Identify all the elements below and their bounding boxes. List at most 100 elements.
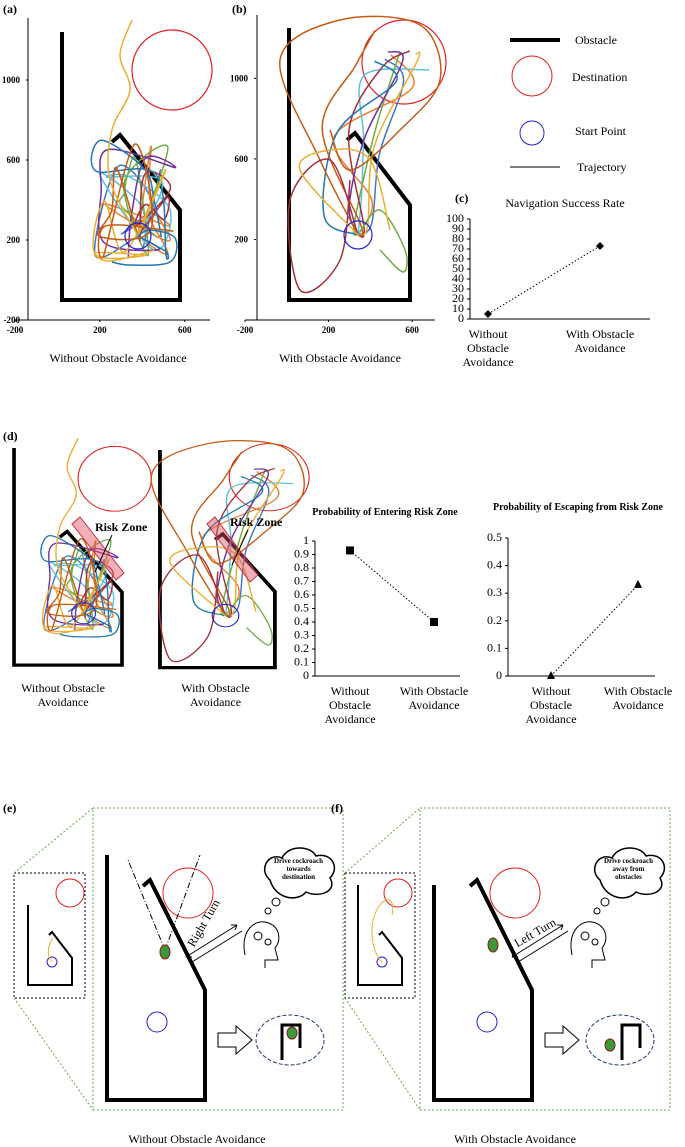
- caption-box: With Obstacle Avoidance: [181, 681, 250, 709]
- legend-label: Obstacle: [575, 33, 617, 47]
- scene-d-left: [12, 436, 154, 667]
- y-tick-label: 20: [452, 291, 464, 305]
- chart-title: Navigation Success Rate: [505, 196, 624, 210]
- gear-icon: [253, 931, 263, 941]
- obstacle: [287, 28, 412, 302]
- y-tick-label: 0.5: [294, 601, 309, 615]
- caption: Without Obstacle Avoidance: [21, 681, 105, 709]
- y-tick-label: 600: [235, 154, 249, 164]
- cockroach: [487, 937, 499, 953]
- trajectory: [352, 52, 401, 236]
- y-tick-label: 100: [446, 211, 464, 225]
- chart-title: Probability of Escaping from Risk Zone: [493, 502, 663, 513]
- zoom-line: [344, 997, 421, 1111]
- start-point: [376, 956, 388, 968]
- annotation-arrow: [94, 534, 113, 573]
- y-tick-label: 30: [452, 281, 464, 295]
- x-tick-label: With Obstacle Avoidance: [565, 327, 635, 355]
- legend-label: Start Point: [575, 124, 627, 138]
- marker: [547, 671, 555, 679]
- trajectory: [357, 58, 405, 236]
- trajectory: [279, 15, 442, 236]
- zoom-ellipse: [255, 1014, 325, 1066]
- zoom-line: [13, 807, 94, 874]
- y-tick-label: 10: [452, 301, 464, 315]
- x-tick-label: With Obstacle Avoidance: [603, 684, 673, 712]
- trajectories: [279, 15, 442, 294]
- trajectory: [357, 51, 421, 237]
- zoom-box: [419, 807, 671, 1111]
- y-tick-label: 70: [452, 241, 464, 255]
- trajectory: [47, 937, 54, 963]
- x-tick-label-box: With Obstacle Avoidance: [565, 327, 635, 355]
- zoom-line: [13, 997, 94, 1111]
- heading-line: [127, 859, 166, 951]
- x-tick-label: Without Obstacle Avoidance: [462, 327, 514, 369]
- obstacle: [105, 855, 207, 1102]
- panel-label: (d): [3, 429, 18, 443]
- panel-label: (f): [331, 801, 343, 815]
- diagram-e: [13, 807, 344, 1111]
- trajectory: [348, 50, 404, 236]
- y-tick-label: 0: [458, 311, 464, 325]
- thought-bubble: [264, 907, 272, 915]
- x-tick-label: -200: [7, 325, 24, 335]
- destination: [383, 878, 413, 908]
- x-tick-label: Without Obstacle Avoidance: [324, 684, 376, 726]
- trajectory: [97, 148, 177, 258]
- turn-label: Right Turn: [184, 897, 222, 949]
- annotation-arrow: [231, 529, 249, 566]
- thought-bubble: [271, 897, 281, 907]
- thought-bubble: [600, 897, 610, 907]
- destination: [55, 878, 85, 908]
- y-tick-label: 40: [452, 271, 464, 285]
- thought-text: Drive cockroach away from obstacles: [603, 857, 654, 881]
- y-tick-label: 0.5: [487, 530, 502, 544]
- x-tick-label-box: With Obstacle Avoidance: [400, 684, 469, 712]
- start-point: [476, 1011, 498, 1033]
- zoom-box: [92, 807, 344, 1111]
- panel-label: (a): [3, 2, 17, 16]
- y-tick-label: 0.9: [294, 547, 309, 561]
- block-arrow: [544, 1024, 580, 1056]
- x-tick-label: Without Obstacle Avoidance: [525, 684, 577, 726]
- inset-box: [13, 872, 86, 999]
- start-point: [46, 956, 58, 968]
- gear-icon: [264, 938, 272, 946]
- scene-b: [279, 15, 447, 302]
- destination: [361, 19, 447, 105]
- thought-cloud: [264, 847, 336, 899]
- x-tick-label: -200: [237, 325, 254, 335]
- chart-title: Probability of Entering Risk Zone: [312, 507, 458, 518]
- annotation: Risk Zone: [230, 515, 283, 529]
- trajectory: [93, 164, 162, 259]
- y-tick-label: 0.7: [294, 574, 309, 588]
- gear-icon: [591, 938, 599, 946]
- x-tick-label-box: With Obstacle Avoidance: [603, 684, 673, 712]
- trajectory: [90, 139, 170, 260]
- x-tick-label: 200: [322, 325, 336, 335]
- marker: [596, 242, 604, 250]
- trajectory: [357, 209, 408, 273]
- gear-icon: [580, 931, 590, 941]
- line: [349, 550, 435, 623]
- destination: [489, 867, 541, 919]
- trajectory: [371, 899, 394, 963]
- marker: [346, 546, 354, 555]
- trajectory: [332, 54, 415, 236]
- y-tick-label: 60: [452, 251, 464, 265]
- caption-box: Without Obstacle Avoidance: [21, 681, 105, 709]
- marker: [484, 310, 492, 318]
- obstacle: [357, 885, 403, 986]
- panel-label: (c): [455, 191, 468, 205]
- turn-arrow: [185, 924, 238, 958]
- y-tick-label: 1: [303, 533, 309, 547]
- head-icon: [243, 921, 280, 968]
- risk-zone: [71, 516, 125, 581]
- cockroach: [159, 944, 171, 960]
- trajectory: [104, 145, 171, 256]
- y-tick-label: 0: [496, 668, 502, 682]
- block-arrow: [217, 1024, 253, 1056]
- caption: Without Obstacle Avoidance: [128, 1132, 265, 1146]
- y-tick-label: 90: [452, 221, 464, 235]
